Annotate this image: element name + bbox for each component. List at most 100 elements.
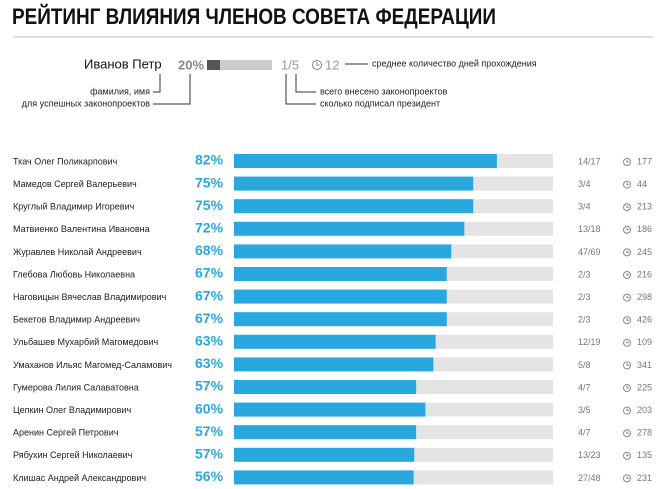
clock-face <box>623 316 631 325</box>
clock-hands <box>626 227 629 231</box>
clock-icon <box>623 406 631 415</box>
clock-hands <box>626 431 629 434</box>
value-label: 63% <box>195 333 224 349</box>
clock-icon <box>623 361 631 370</box>
bar <box>234 380 417 394</box>
clock-icon <box>623 316 631 325</box>
bar <box>234 267 447 281</box>
clock-icon <box>623 158 631 166</box>
legend-bar <box>207 60 220 70</box>
bar <box>234 244 452 259</box>
connector <box>153 74 191 105</box>
clock-face <box>623 203 631 212</box>
person-name: Матвиенко Валентина Ивановна <box>13 224 150 234</box>
title: РЕЙТИНГ ВЛИЯНИЯ ЧЛЕНОВ СОВЕТА ФЕДЕРАЦИИ <box>12 4 496 29</box>
clock-hands <box>626 182 629 186</box>
value-label: 57% <box>195 446 224 462</box>
clock-icon <box>623 451 631 460</box>
value-label: 68% <box>195 242 224 258</box>
clock-hands <box>626 250 629 253</box>
person-name: Клишас Андрей Александрович <box>13 473 146 483</box>
clock-face <box>623 225 631 234</box>
days: 278 <box>637 428 652 438</box>
clock-face <box>623 406 631 415</box>
clock-hands <box>626 295 629 299</box>
legend-percent: 20% <box>178 57 204 72</box>
person-name: Аренин Сергей Петрович <box>13 428 119 438</box>
bar <box>234 154 497 168</box>
legend-ratio: 1/5 <box>281 57 299 72</box>
person-name: Рябухин Сергей Николаевич <box>13 450 133 460</box>
value-label: 63% <box>195 355 224 371</box>
value-label: 60% <box>195 400 224 416</box>
legend-days: 12 <box>325 57 339 72</box>
value-label: 75% <box>195 174 224 190</box>
person-name: Цепкин Олег Владимирович <box>13 405 131 415</box>
legend-track <box>207 60 272 70</box>
bar <box>234 447 415 462</box>
person-name: Глебова Любовь Николаевна <box>13 269 135 279</box>
clock-hands <box>626 453 629 457</box>
clock-hands <box>626 160 629 163</box>
ratio: 5/8 <box>578 360 591 370</box>
clock-icon <box>623 248 631 257</box>
bar <box>234 334 436 349</box>
days: 109 <box>637 337 652 347</box>
ratio: 3/4 <box>578 202 591 212</box>
ratio: 3/5 <box>578 405 591 415</box>
person-name: Мамедов Сергей Валерьевич <box>13 179 137 189</box>
days: 245 <box>637 247 652 257</box>
clock-face <box>623 271 631 279</box>
connector <box>295 74 316 93</box>
clock-icon <box>623 384 631 392</box>
value-label: 67% <box>195 265 224 281</box>
person-name: Ткач Олег Поликарпович <box>13 156 118 166</box>
legend-note: фамилия, имя <box>90 86 150 96</box>
clock-icon <box>312 60 322 70</box>
clock-face <box>623 361 631 370</box>
clock-face <box>623 451 631 460</box>
value-label: 72% <box>195 220 224 236</box>
clock-face <box>623 338 631 347</box>
days: 44 <box>637 179 647 189</box>
legend-note: всего внесено законопроектов <box>320 86 448 96</box>
days: 203 <box>637 405 652 415</box>
person-name: Гумерова Лилия Салаватовна <box>13 382 139 392</box>
days: 231 <box>637 473 652 483</box>
legend-note: для успешных законопроектов <box>22 98 150 108</box>
person-name: Ульбашев Мухарбий Магомедович <box>13 337 158 347</box>
bar <box>234 176 474 191</box>
days: 213 <box>637 202 652 212</box>
clock-icon <box>623 180 631 189</box>
value-label: 75% <box>195 197 224 213</box>
clock-face <box>623 474 631 483</box>
ratio: 13/23 <box>578 450 601 460</box>
ratio: 2/3 <box>578 292 591 302</box>
ratio: 4/7 <box>578 428 591 438</box>
clock-face <box>623 180 631 189</box>
clock-hands <box>626 386 629 389</box>
clock-face <box>623 158 631 166</box>
days: 177 <box>637 156 652 166</box>
bar <box>234 357 434 372</box>
legend-note: сколько подписал президент <box>320 98 440 108</box>
ratio: 2/3 <box>578 269 591 279</box>
person-name: Бекетов Владимир Андреевич <box>13 315 140 325</box>
bar <box>234 289 447 304</box>
days: 298 <box>637 292 652 302</box>
bar <box>234 402 426 417</box>
ratio: 2/3 <box>578 315 591 325</box>
clock-hands <box>626 408 629 412</box>
value-label: 67% <box>195 310 224 326</box>
clock-icon <box>623 338 631 347</box>
clock-hands <box>626 340 629 344</box>
connector <box>285 74 316 105</box>
clock-face <box>623 429 631 438</box>
clock-icon <box>623 271 631 279</box>
value-label: 57% <box>195 378 224 394</box>
days: 225 <box>637 382 652 392</box>
ratio: 47/69 <box>578 247 601 257</box>
legend-name: Иванов Петр <box>84 56 162 71</box>
days: 135 <box>637 450 652 460</box>
